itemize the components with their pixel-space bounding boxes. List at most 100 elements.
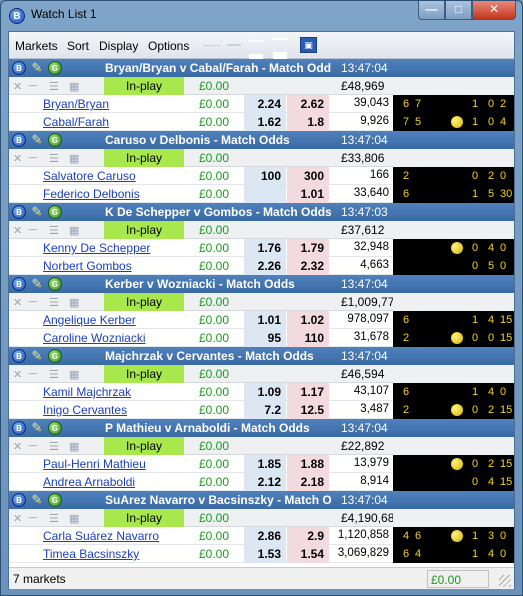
market-header[interactable]: B ✎ G K De Schepper v Gombos - Match Odds 13… — [9, 203, 514, 221]
runner-name[interactable]: Federico Delbonis — [43, 187, 140, 201]
runner-name[interactable]: Carla Suárez Navarro — [43, 529, 159, 543]
runner-first-name[interactable]: Salvatore — [43, 169, 94, 183]
back-price[interactable]: 2.12 — [244, 473, 286, 491]
runner-last-name[interactable]: Bacsinszky — [79, 547, 140, 561]
list-market-icon[interactable]: ☰ — [49, 153, 59, 165]
ladder-market-icon[interactable]: ▦ — [69, 441, 80, 453]
runner-name[interactable]: Caroline Wozniacki — [43, 331, 146, 345]
lay-price[interactable]: 1.88 — [287, 455, 329, 473]
betfair-icon[interactable]: B — [12, 205, 26, 219]
runner-name[interactable]: Inigo Cervantes — [43, 403, 127, 417]
ladder-market-icon[interactable]: ▦ — [69, 297, 80, 309]
pen-icon[interactable]: ✎ — [31, 492, 43, 507]
runner-name[interactable]: Andrea Arnaboldi — [43, 475, 135, 489]
betfair-icon[interactable]: B — [12, 493, 26, 507]
betfair-icon[interactable]: B — [12, 349, 26, 363]
market-header[interactable]: B ✎ G Caruso v Delbonis - Match Odds 13:47:0… — [9, 131, 514, 149]
maximize-button[interactable]: □ — [445, 1, 472, 20]
lay-price[interactable]: 110 — [287, 329, 329, 347]
pen-icon[interactable]: ✎ — [31, 420, 43, 435]
runner-last-name[interactable]: Wozniacki — [91, 331, 146, 345]
market-title[interactable]: SuArez Navarro v Bacsinszky - Match Odds — [105, 493, 331, 507]
graph-icon[interactable]: G — [48, 205, 62, 219]
lay-price[interactable]: 2.32 — [287, 257, 329, 275]
graph-icon[interactable]: G — [48, 61, 62, 75]
back-price[interactable]: 2.86 — [244, 527, 286, 545]
pen-icon[interactable]: ✎ — [31, 60, 43, 75]
runner-first-name[interactable]: Cabal/Farah — [43, 115, 110, 129]
runner-name[interactable]: Cabal/Farah — [43, 115, 109, 129]
lay-price[interactable]: 1.17 — [287, 383, 329, 401]
back-price[interactable]: 7.2 — [244, 401, 286, 419]
lay-price[interactable]: 1.79 — [287, 239, 329, 257]
back-price[interactable]: 2.26 — [244, 257, 286, 275]
ladder-market-icon[interactable]: ▦ — [69, 225, 80, 237]
market-title[interactable]: K De Schepper v Gombos - Match Odds — [105, 205, 331, 219]
lay-price[interactable]: 2.9 — [287, 527, 329, 545]
back-price[interactable]: 1.76 — [244, 239, 286, 257]
collapse-market-icon[interactable]: ─ — [29, 368, 37, 380]
menu-options[interactable]: Options — [148, 39, 190, 53]
runner-last-name[interactable]: Gombos — [86, 259, 132, 273]
lay-price[interactable]: 1.01 — [287, 185, 329, 203]
runner-first-name[interactable]: Timea — [43, 547, 76, 561]
betfair-icon[interactable]: B — [12, 133, 26, 147]
runner-first-name[interactable]: Paul-Henri — [43, 457, 100, 471]
list-market-icon[interactable]: ☰ — [49, 297, 59, 309]
runner-last-name[interactable]: Caruso — [97, 169, 136, 183]
runner-last-name[interactable]: Mathieu — [103, 457, 146, 471]
lay-price[interactable]: 2.18 — [287, 473, 329, 491]
runner-first-name[interactable]: Carla — [43, 529, 72, 543]
close-market-icon[interactable]: ✕ — [13, 81, 23, 93]
lay-price[interactable]: 2.62 — [287, 95, 329, 113]
lay-price[interactable]: 1.8 — [287, 113, 329, 131]
runner-last-name[interactable]: Majchrzak — [76, 385, 132, 399]
runner-last-name[interactable]: Suárez Navarro — [75, 529, 160, 543]
market-title[interactable]: Caruso v Delbonis - Match Odds — [105, 133, 290, 147]
list-view-icon[interactable] — [249, 40, 263, 54]
list-market-icon[interactable]: ☰ — [49, 81, 59, 93]
runner-first-name[interactable]: Caroline — [43, 331, 88, 345]
pen-icon[interactable]: ✎ — [31, 276, 43, 291]
runner-first-name[interactable]: Norbert — [43, 259, 84, 273]
ladder-market-icon[interactable]: ▦ — [69, 369, 80, 381]
runner-first-name[interactable]: Federico — [43, 187, 90, 201]
back-price[interactable] — [244, 185, 286, 203]
menu-markets[interactable]: Markets — [15, 39, 58, 53]
runner-last-name[interactable]: Kerber — [99, 313, 136, 327]
runner-last-name[interactable]: De Schepper — [80, 241, 151, 255]
close-button[interactable]: ✕ — [472, 1, 516, 20]
back-price[interactable]: 2.24 — [244, 95, 286, 113]
lay-price[interactable]: 1.02 — [287, 311, 329, 329]
runner-first-name[interactable]: Kamil — [43, 385, 74, 399]
back-price[interactable]: 1.62 — [244, 113, 286, 131]
collapse-market-icon[interactable]: ─ — [29, 440, 37, 452]
ladder-market-icon[interactable]: ▦ — [69, 81, 80, 93]
collapse-market-icon[interactable]: ─ — [29, 296, 37, 308]
list-market-icon[interactable]: ☰ — [49, 441, 59, 453]
graph-icon[interactable]: G — [48, 277, 62, 291]
close-market-icon[interactable]: ✕ — [13, 513, 23, 525]
betfair-icon[interactable]: B — [12, 277, 26, 291]
runner-name[interactable]: Norbert Gombos — [43, 259, 132, 273]
resize-grip-icon[interactable] — [499, 575, 511, 587]
runner-last-name[interactable]: Arnaboldi — [84, 475, 136, 489]
market-header[interactable]: B ✎ G Kerber v Wozniacki - Match Odds 13:47:… — [9, 275, 514, 293]
lay-price[interactable]: 300 — [287, 167, 329, 185]
collapse-market-icon[interactable]: ─ — [29, 512, 37, 524]
runner-first-name[interactable]: Bryan/Bryan — [43, 97, 110, 111]
ladder-market-icon[interactable]: ▦ — [69, 513, 80, 525]
runner-name[interactable]: Angelique Kerber — [43, 313, 136, 327]
menu-display[interactable]: Display — [99, 39, 139, 53]
back-price[interactable]: 1.85 — [244, 455, 286, 473]
market-title[interactable]: Majchrzak v Cervantes - Match Odds — [105, 349, 314, 363]
runner-name[interactable]: Paul-Henri Mathieu — [43, 457, 146, 471]
collapse-market-icon[interactable]: ─ — [29, 224, 37, 236]
pen-icon[interactable]: ✎ — [31, 204, 43, 219]
back-price[interactable]: 95 — [244, 329, 286, 347]
market-header[interactable]: B ✎ G Bryan/Bryan v Cabal/Farah - Match Odd… — [9, 59, 514, 77]
market-title[interactable]: P Mathieu v Arnaboldi - Match Odds — [105, 421, 310, 435]
back-price[interactable]: 1.01 — [244, 311, 286, 329]
runner-name[interactable]: Bryan/Bryan — [43, 97, 109, 111]
runner-first-name[interactable]: Kenny — [43, 241, 78, 255]
